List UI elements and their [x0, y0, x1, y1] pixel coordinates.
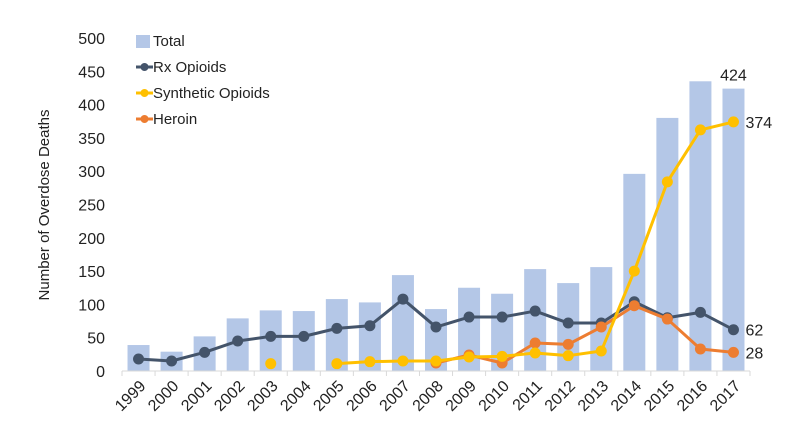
x-tick-label: 2004: [277, 378, 314, 415]
y-axis-title: Number of Overdose Deaths: [36, 110, 53, 301]
point-synthetic-opioids-2016: [694, 124, 706, 136]
data-label-total: 424: [720, 68, 747, 85]
legend-swatch-total: [136, 35, 150, 48]
y-tick-label: 450: [78, 64, 105, 81]
bar-total-2010: [491, 293, 514, 371]
x-tick-label: 2008: [410, 378, 447, 415]
x-tick-label: 2012: [542, 378, 579, 415]
point-synthetic-opioids-2013: [595, 345, 607, 357]
lines-group: [133, 116, 739, 370]
point-rx-opioids-2010: [496, 311, 508, 323]
point-heroin-2012: [562, 338, 574, 350]
x-tick-label: 2011: [510, 378, 546, 414]
point-heroin-2015: [661, 313, 673, 325]
point-rx-opioids-2011: [529, 305, 541, 317]
bar-total-2016: [689, 81, 712, 371]
legend-marker-heroin: [140, 115, 149, 123]
y-tick-label: 400: [78, 98, 105, 115]
x-tick-label: 2005: [310, 378, 347, 415]
bar-total-2017: [722, 88, 745, 371]
point-rx-opioids-2008: [430, 321, 442, 333]
x-tick-label: 2003: [244, 378, 281, 415]
x-tick-label: 2014: [608, 378, 645, 415]
legend-marker-rx-opioids: [140, 63, 149, 71]
y-tick-label: 500: [78, 31, 105, 48]
point-synthetic-opioids-2007: [397, 355, 409, 367]
x-tick-label: 1999: [112, 378, 149, 415]
legend-marker-synthetic-opioids: [140, 89, 149, 97]
data-label-synthetic-opioids: 374: [745, 115, 772, 132]
x-tick-label: 2015: [641, 378, 678, 415]
bar-total-2005: [325, 299, 348, 371]
point-rx-opioids-2003: [265, 330, 277, 342]
x-tick-label: 2001: [178, 378, 215, 415]
point-synthetic-opioids-2009: [463, 351, 475, 363]
point-synthetic-opioids-2003: [265, 358, 277, 370]
point-rx-opioids-2017: [727, 324, 739, 336]
point-synthetic-opioids-2008: [430, 355, 442, 367]
x-tick-label: 2006: [344, 378, 381, 415]
data-labels-group: 424 374 62 28: [720, 68, 772, 363]
y-tick-label: 100: [78, 297, 105, 314]
y-tick-label: 250: [78, 198, 105, 215]
point-synthetic-opioids-2011: [529, 347, 541, 359]
x-tick-label: 2007: [377, 378, 414, 415]
legend-label-total: Total: [153, 33, 185, 50]
point-synthetic-opioids-2010: [496, 350, 508, 362]
point-heroin-2014: [628, 300, 640, 312]
point-rx-opioids-2006: [364, 320, 376, 332]
point-synthetic-opioids-2014: [628, 265, 640, 277]
point-rx-opioids-2001: [199, 346, 211, 358]
point-synthetic-opioids-2006: [364, 356, 376, 368]
y-tick-label: 50: [87, 331, 105, 348]
data-label-heroin: 28: [745, 345, 763, 362]
legend-label-rx-opioids: Rx Opioids: [153, 59, 226, 76]
x-tick-label: 2013: [575, 378, 612, 415]
point-rx-opioids-2009: [463, 311, 475, 323]
y-tick-label: 150: [78, 264, 105, 281]
point-heroin-2017: [727, 346, 739, 358]
legend-label-heroin: Heroin: [153, 111, 197, 128]
point-synthetic-opioids-2012: [562, 350, 574, 362]
x-tick-label: 2016: [674, 378, 711, 415]
y-tick-label: 0: [96, 364, 105, 381]
point-rx-opioids-2012: [562, 317, 574, 329]
data-label-rx-opioids: 62: [745, 323, 763, 340]
point-heroin-2013: [595, 321, 607, 333]
point-synthetic-opioids-2015: [661, 176, 673, 188]
line-heroin: [435, 304, 734, 365]
x-tick-label: 2000: [145, 378, 182, 415]
point-rx-opioids-2004: [298, 330, 310, 342]
point-heroin-2011: [529, 337, 541, 349]
bar-total-2015: [656, 117, 679, 371]
point-synthetic-opioids-2005: [331, 358, 343, 370]
point-rx-opioids-2000: [166, 355, 178, 367]
x-tick-label: 2009: [443, 378, 480, 415]
x-tick-label: 2010: [476, 378, 513, 415]
legend-label-synthetic-opioids: Synthetic Opioids: [153, 85, 270, 102]
point-synthetic-opioids-2017: [727, 116, 739, 128]
x-tick-label: 2002: [211, 378, 248, 415]
y-tick-label: 350: [78, 131, 105, 148]
point-rx-opioids-2005: [331, 322, 343, 334]
point-rx-opioids-2007: [397, 293, 409, 305]
legend: Total Rx Opioids Synthetic Opioids Heroin: [136, 33, 270, 128]
point-rx-opioids-1999: [133, 353, 145, 365]
bar-total-2009: [458, 287, 481, 371]
point-rx-opioids-2016: [694, 306, 706, 318]
x-tick-label: 2017: [707, 378, 744, 415]
point-heroin-2016: [694, 343, 706, 355]
point-rx-opioids-2002: [232, 335, 244, 347]
y-tick-label: 200: [78, 231, 105, 248]
y-tick-label: 300: [78, 164, 105, 181]
